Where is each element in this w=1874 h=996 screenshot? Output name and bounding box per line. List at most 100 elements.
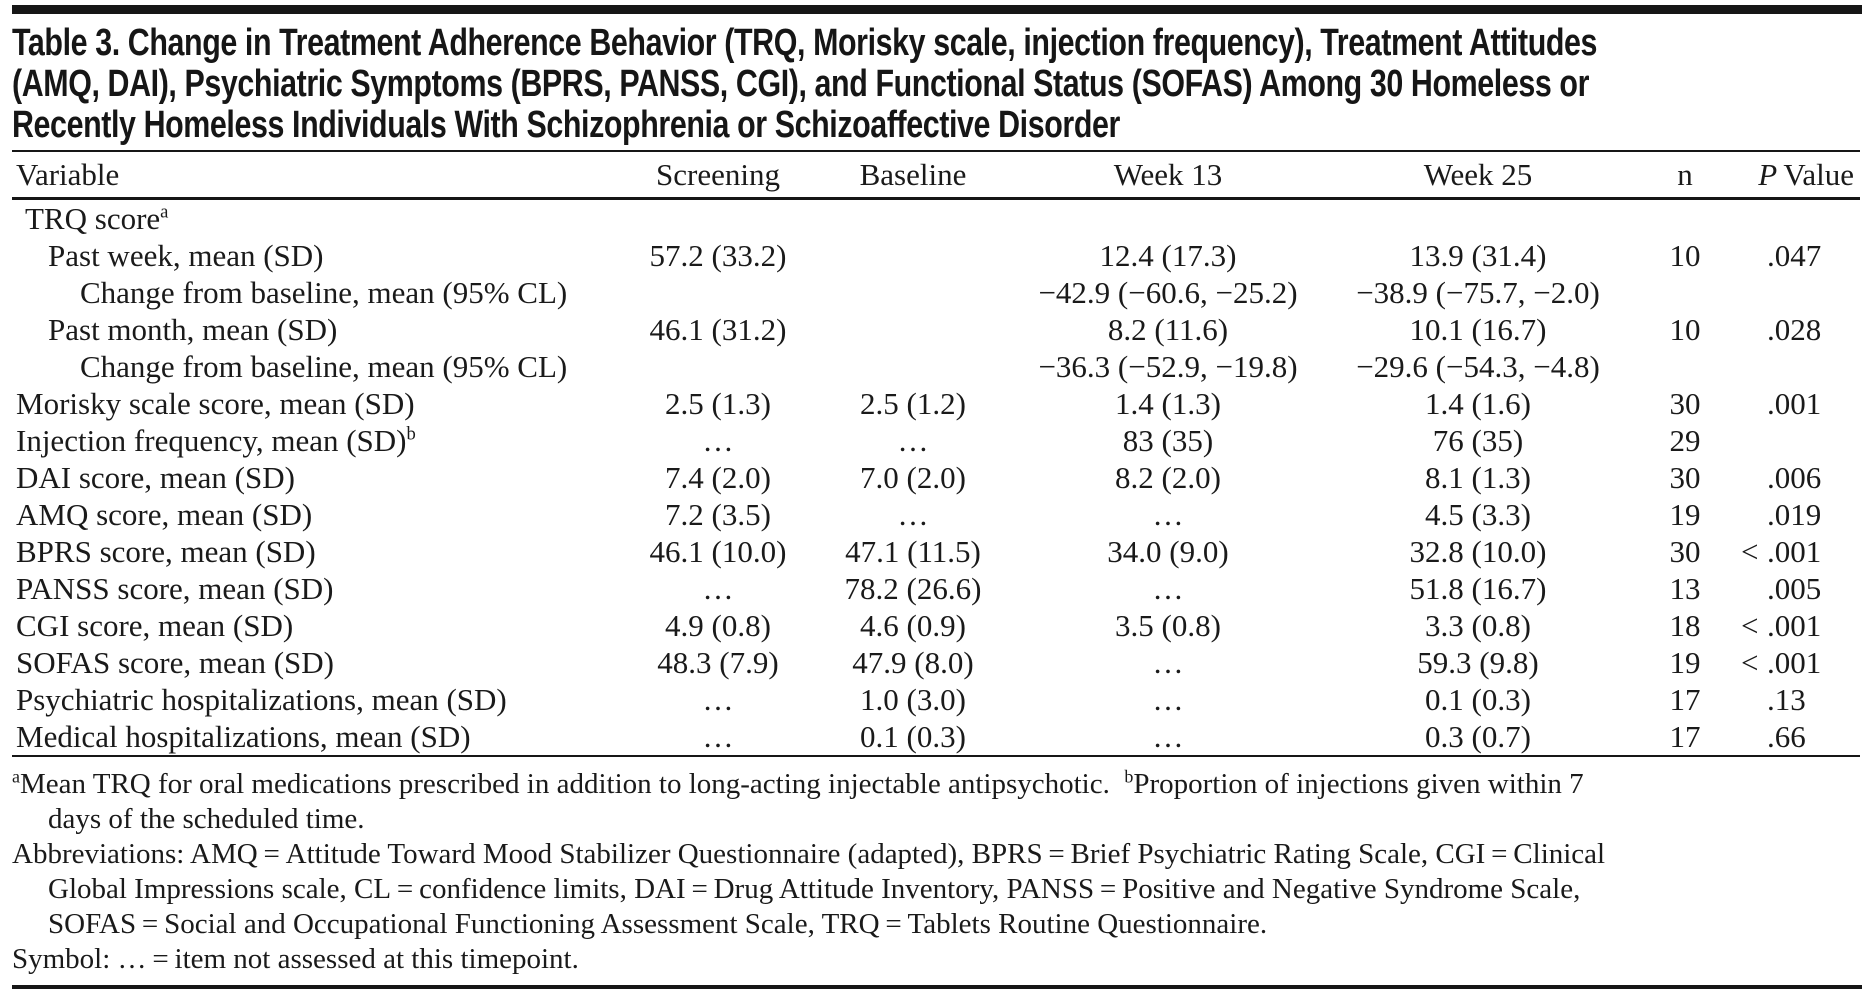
row-label: CGI score, mean (SD) bbox=[16, 608, 294, 643]
table-row: Medical hospitalizations, mean (SD) … 0.1 … bbox=[12, 718, 1860, 757]
table-cell: 0.3 (0.7) bbox=[1328, 718, 1628, 757]
table-cell: … bbox=[1152, 497, 1184, 532]
table-cell: … bbox=[1152, 645, 1184, 680]
row-label-cell: Psychiatric hospitalizations, mean (SD) bbox=[12, 681, 618, 718]
table-cell: 34.0 (9.0) bbox=[1107, 534, 1229, 569]
table-cell: .13 bbox=[1767, 682, 1806, 717]
table-cell: 29 bbox=[1669, 423, 1701, 458]
superscript-marker: b bbox=[406, 423, 416, 445]
table-row: Past month, mean (SD) 46.1 (31.2) 8.2 (11.… bbox=[12, 311, 1860, 348]
table-cell: 30 bbox=[1669, 460, 1701, 495]
table-cell: 46.1 (10.0) bbox=[649, 534, 787, 569]
col-header-variable: Variable bbox=[12, 151, 618, 200]
top-rule bbox=[12, 5, 1862, 14]
table-cell bbox=[1742, 274, 1860, 311]
table-row: PANSS score, mean (SD) … 78.2 (26.6) … 51.8 … bbox=[12, 570, 1860, 607]
footnote-text: Mean TRQ for oral medications prescribed… bbox=[19, 768, 1125, 800]
table-cell: 4.9 (0.8) bbox=[665, 608, 771, 643]
table-row: Injection frequency, mean (SD)b … … 83 (35)… bbox=[12, 422, 1860, 459]
table-cell: 2.5 (1.3) bbox=[665, 386, 771, 421]
table-cell: … bbox=[897, 497, 929, 532]
table-title-line-1: Table 3. Change in Treatment Adherence B… bbox=[12, 22, 1598, 64]
col-header-baseline: Baseline bbox=[818, 151, 1008, 200]
table-cell: 78.2 (26.6) bbox=[844, 571, 982, 606]
row-label-cell: CGI score, mean (SD) bbox=[12, 607, 618, 644]
table-row: Morisky scale score, mean (SD) 2.5 (1.3) 2… bbox=[12, 385, 1860, 422]
table-cell: 4.5 (3.3) bbox=[1425, 497, 1531, 532]
row-label: PANSS score, mean (SD) bbox=[16, 571, 334, 606]
table-cell: 19 bbox=[1669, 645, 1701, 680]
row-label-cell: SOFAS score, mean (SD) bbox=[12, 644, 618, 681]
table-row: Change from baseline, mean (95% CL) −36.3… bbox=[12, 348, 1860, 385]
table-cell: 57.2 (33.2) bbox=[649, 238, 787, 273]
table-cell: −29.6 (−54.3, −4.8) bbox=[1356, 349, 1600, 384]
table-cell: 1.4 (1.6) bbox=[1425, 386, 1531, 421]
table-title-line-2: (AMQ, DAI), Psychiatric Symptoms (BPRS, … bbox=[12, 63, 1590, 105]
table-cell: < .001 bbox=[1741, 645, 1822, 680]
table-cell: 7.0 (2.0) bbox=[860, 460, 966, 495]
row-label-cell: DAI score, mean (SD) bbox=[12, 459, 618, 496]
table-cell: .001 bbox=[1767, 386, 1822, 421]
table-cell: 83 (35) bbox=[1122, 423, 1214, 458]
table-cell bbox=[818, 199, 1008, 238]
row-label: BPRS score, mean (SD) bbox=[16, 534, 316, 569]
table-cell: 18 bbox=[1669, 608, 1701, 643]
row-label: Change from baseline, mean (95% CL) bbox=[80, 349, 568, 384]
table-cell: … bbox=[1152, 571, 1184, 606]
table-cell: < .001 bbox=[1741, 608, 1822, 643]
table-cell bbox=[1008, 199, 1328, 238]
table-row: BPRS score, mean (SD) 46.1 (10.0) 47.1 (11… bbox=[12, 533, 1860, 570]
table-cell: .66 bbox=[1742, 718, 1860, 757]
table-body: TRQ scorea Past week, mean (SD) 57.2 (33.2… bbox=[12, 199, 1860, 757]
table-footnotes: aMean TRQ for oral medications prescribe… bbox=[12, 767, 1862, 977]
row-label: Change from baseline, mean (95% CL) bbox=[80, 275, 568, 310]
superscript-marker: a bbox=[160, 201, 169, 223]
row-label: TRQ score bbox=[25, 201, 161, 236]
table-cell: 47.1 (11.5) bbox=[845, 534, 981, 569]
table-cell: 0.1 (0.3) bbox=[818, 718, 1008, 757]
table-row: Past week, mean (SD) 57.2 (33.2) 12.4 (17.… bbox=[12, 237, 1860, 274]
row-label-cell: Change from baseline, mean (95% CL) bbox=[12, 274, 618, 311]
table-cell: … bbox=[618, 718, 818, 757]
table-cell bbox=[1628, 199, 1742, 238]
table-cell: .028 bbox=[1767, 312, 1822, 347]
table-header: Variable Screening Baseline Week 13 Week 25 n… bbox=[12, 151, 1860, 200]
row-label-cell: Medical hospitalizations, mean (SD) bbox=[12, 718, 618, 757]
footnote-line: Symbol: … = item not assessed at this ti… bbox=[12, 942, 1862, 977]
table-cell: 48.3 (7.9) bbox=[657, 645, 779, 680]
footnote-text: days of the scheduled time. bbox=[48, 803, 365, 835]
table-cell bbox=[818, 274, 1008, 311]
table-cell: 13.9 (31.4) bbox=[1409, 238, 1547, 273]
table-cell: 3.3 (0.8) bbox=[1425, 608, 1531, 643]
col-header-screening: Screening bbox=[618, 151, 818, 200]
table-cell: 19 bbox=[1669, 497, 1701, 532]
table-cell bbox=[618, 274, 818, 311]
row-label: Injection frequency, mean (SD) bbox=[16, 423, 407, 458]
table-cell: 8.2 (11.6) bbox=[1107, 312, 1229, 347]
footnote-line: Abbreviations: AMQ = Attitude Toward Moo… bbox=[12, 837, 1862, 872]
table-cell: 8.2 (2.0) bbox=[1115, 460, 1221, 495]
row-label: DAI score, mean (SD) bbox=[16, 460, 295, 495]
row-label: Medical hospitalizations, mean (SD) bbox=[16, 719, 471, 754]
table-cell: 13 bbox=[1669, 571, 1701, 606]
row-label-cell: TRQ scorea bbox=[12, 199, 618, 238]
table-cell bbox=[1742, 348, 1860, 385]
table-cell: .006 bbox=[1767, 460, 1822, 495]
table-row: SOFAS score, mean (SD) 48.3 (7.9) 47.9 (8.… bbox=[12, 644, 1860, 681]
table-cell bbox=[1742, 422, 1860, 459]
bottom-rule bbox=[12, 985, 1862, 989]
col-header-pvalue: P Value bbox=[1742, 151, 1860, 200]
footnote-marker: a bbox=[12, 766, 20, 787]
footnote-text: Proportion of injections given within 7 bbox=[1133, 768, 1584, 800]
table-cell bbox=[618, 199, 818, 238]
row-label: Past month, mean (SD) bbox=[48, 312, 338, 347]
row-label: AMQ score, mean (SD) bbox=[16, 497, 313, 532]
table-cell: .019 bbox=[1767, 497, 1822, 532]
table-cell: 3.5 (0.8) bbox=[1115, 608, 1221, 643]
col-header-week13: Week 13 bbox=[1008, 151, 1328, 200]
table-cell bbox=[818, 348, 1008, 385]
table-row: DAI score, mean (SD) 7.4 (2.0) 7.0 (2.0) 8.… bbox=[12, 459, 1860, 496]
table-cell: < .001 bbox=[1741, 534, 1822, 569]
footnote-text: Symbol: … = item not assessed at this ti… bbox=[12, 943, 579, 975]
